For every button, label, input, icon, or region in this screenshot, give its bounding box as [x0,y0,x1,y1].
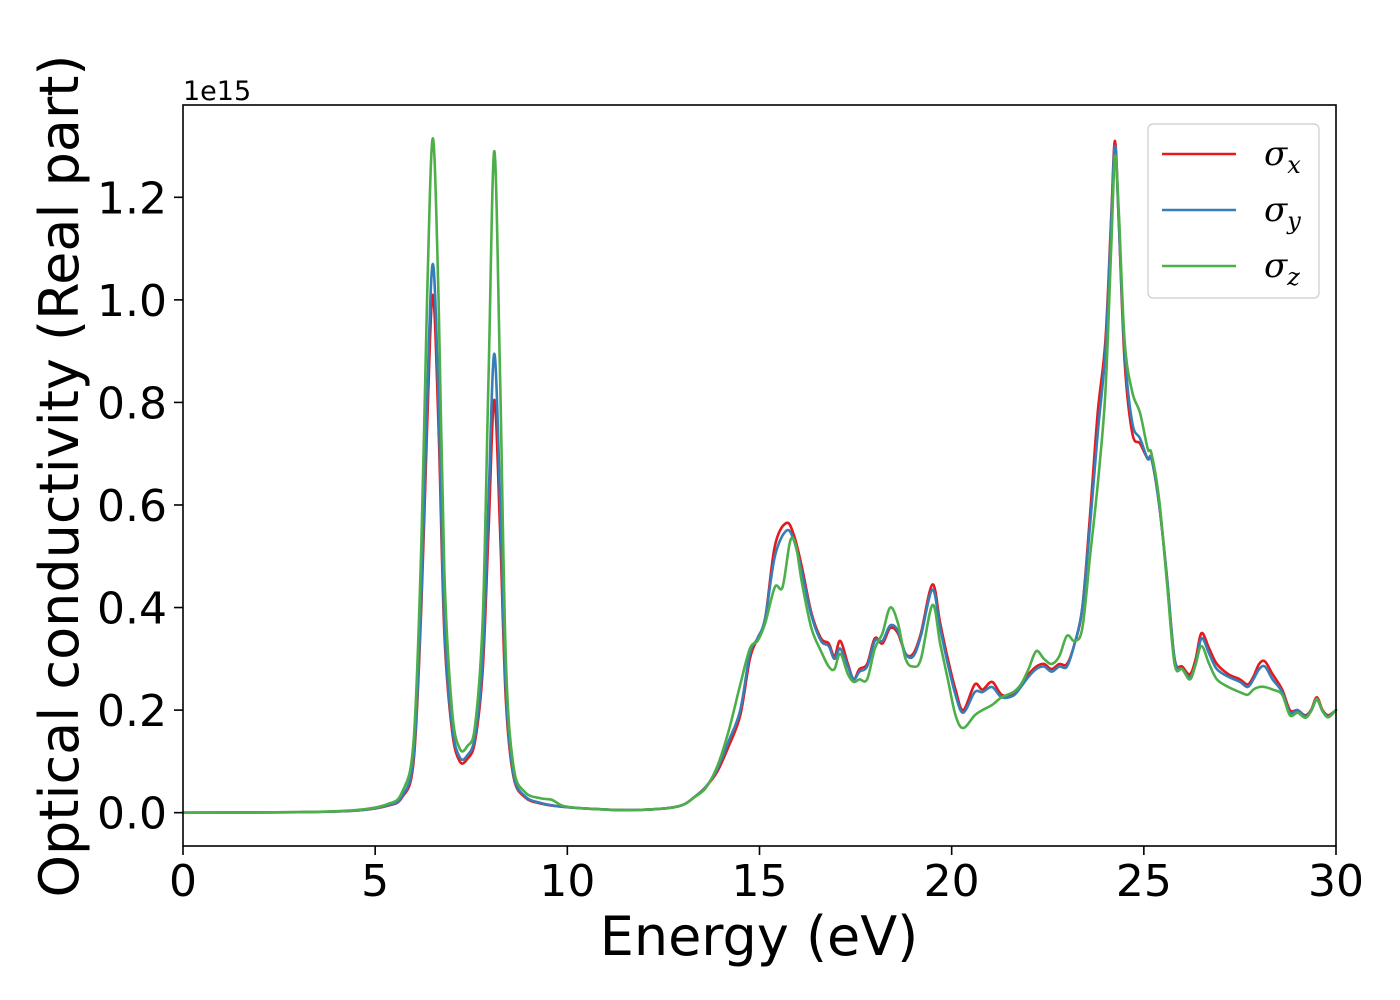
y-tick-label: 0.4 [97,584,167,635]
legend-label-sigma-y: σy [1264,190,1301,235]
legend-label-sigma-z: σz [1264,246,1300,291]
y-axis-label: Optical conductivity (Real part) [28,55,91,898]
y-axis-ticks: 0.0 0.2 0.4 0.6 0.8 1.0 1.2 [97,173,183,840]
y-tick-label: 0.8 [97,378,167,429]
legend-label-sigma-x: σx [1264,134,1301,179]
x-tick-label: 20 [924,856,980,907]
y-tick-label: 0.6 [97,481,167,532]
x-tick-label: 30 [1308,856,1364,907]
x-tick-label: 10 [539,856,595,907]
series-layer [181,137,1338,814]
x-tick-label: 5 [361,856,389,907]
y-tick-label: 0.0 [97,789,167,840]
legend: σx σy σz [1147,123,1320,299]
y-tick-label: 1.0 [97,276,167,327]
x-axis-ticks: 0 5 10 15 20 25 30 [169,846,1364,907]
x-axis-label: Energy (eV) [600,905,919,968]
y-offset-label: 1e15 [183,76,251,107]
x-tick-label: 15 [732,856,788,907]
series-line-sigma-z [181,137,1338,814]
y-tick-label: 1.2 [97,173,167,224]
y-tick-label: 0.2 [97,686,167,737]
x-tick-label: 25 [1116,856,1172,907]
legend-items: σx σy σz [1162,134,1301,291]
x-tick-label: 0 [169,856,197,907]
